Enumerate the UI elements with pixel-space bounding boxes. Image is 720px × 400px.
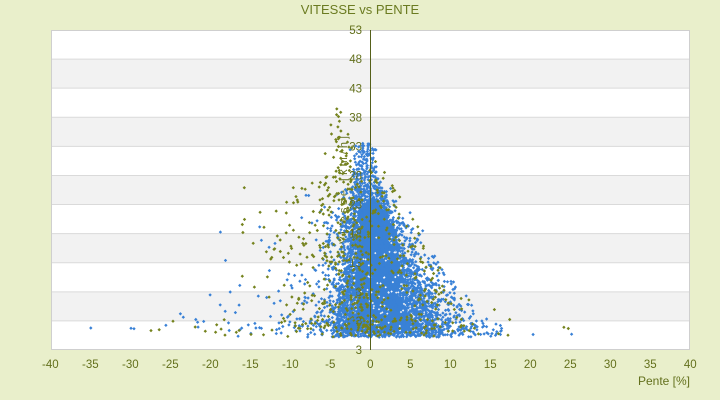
svg-text:20: 20 bbox=[524, 359, 537, 371]
svg-text:30: 30 bbox=[604, 359, 617, 371]
svg-text:-5: -5 bbox=[325, 359, 335, 371]
svg-text:VITESSE vs PENTE: VITESSE vs PENTE bbox=[301, 2, 420, 17]
svg-text:53: 53 bbox=[349, 25, 362, 37]
svg-text:-10: -10 bbox=[282, 359, 299, 371]
svg-text:-30: -30 bbox=[122, 359, 139, 371]
svg-text:-20: -20 bbox=[202, 359, 219, 371]
svg-text:5: 5 bbox=[407, 359, 413, 371]
svg-text:Vitesse [km/h]: Vitesse [km/h] bbox=[338, 133, 350, 244]
svg-text:3: 3 bbox=[356, 345, 362, 357]
svg-text:25: 25 bbox=[564, 359, 577, 371]
svg-text:13: 13 bbox=[349, 258, 362, 270]
svg-text:0: 0 bbox=[367, 359, 373, 371]
svg-text:10: 10 bbox=[444, 359, 457, 371]
svg-text:35: 35 bbox=[644, 359, 657, 371]
svg-text:40: 40 bbox=[684, 359, 697, 371]
svg-text:48: 48 bbox=[349, 54, 362, 66]
svg-text:-25: -25 bbox=[162, 359, 179, 371]
svg-text:38: 38 bbox=[349, 112, 362, 124]
svg-text:Pente [%]: Pente [%] bbox=[638, 374, 690, 388]
svg-text:43: 43 bbox=[349, 83, 362, 95]
svg-text:-35: -35 bbox=[82, 359, 99, 371]
svg-text:-40: -40 bbox=[42, 359, 59, 371]
svg-text:15: 15 bbox=[484, 359, 497, 371]
svg-text:-15: -15 bbox=[242, 359, 259, 371]
